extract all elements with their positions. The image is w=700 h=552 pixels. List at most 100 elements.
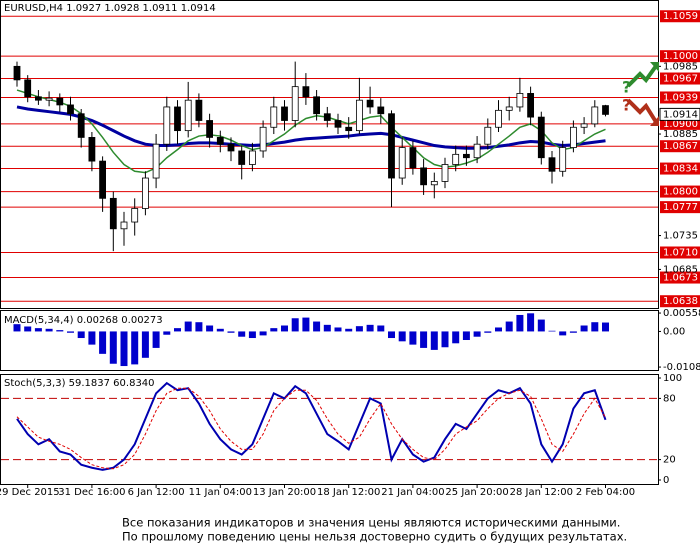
stoch-title: Stoch(5,3,3) 59.1837 60.8340 xyxy=(4,378,155,389)
candle-body xyxy=(120,221,128,230)
candle-body xyxy=(484,126,492,145)
arrow-head xyxy=(650,116,659,126)
level-label: 1.0939 xyxy=(663,92,698,103)
candle-body xyxy=(462,153,470,159)
candle-body xyxy=(355,99,363,132)
stoch-panel xyxy=(0,374,659,485)
macd-bar xyxy=(495,327,502,332)
candle-body xyxy=(548,157,556,172)
macd-bar xyxy=(345,328,353,332)
level-label-box xyxy=(660,50,700,63)
macd-bar xyxy=(206,325,214,332)
level-label-box xyxy=(660,72,700,85)
macd-bar xyxy=(569,331,577,333)
candle-body xyxy=(313,96,321,115)
level-label: 1.0777 xyxy=(663,202,698,213)
candle-body xyxy=(473,143,481,159)
macd-bar xyxy=(88,331,96,345)
candle-body xyxy=(602,105,609,115)
price-label: 1.0914 xyxy=(663,109,698,120)
candle-body xyxy=(24,79,32,98)
candle-body xyxy=(56,97,64,106)
candle-body xyxy=(537,116,545,159)
price-label-box xyxy=(659,107,700,121)
level-label-box xyxy=(660,295,700,308)
macd-bar xyxy=(377,325,385,332)
arrow-down xyxy=(626,98,658,124)
level-label-box xyxy=(660,201,700,214)
level-label-box xyxy=(660,246,700,259)
macd-bar xyxy=(323,324,331,332)
chart-title: EURUSD,H4 1.0927 1.0928 1.0911 1.0914 xyxy=(4,3,216,14)
macd-bar xyxy=(291,318,299,332)
macd-bar xyxy=(591,322,599,332)
candle-body xyxy=(430,181,438,186)
level-label: 1.0710 xyxy=(663,247,698,258)
candle-body xyxy=(184,99,192,132)
candle-body xyxy=(409,147,417,169)
macd-bar xyxy=(473,331,481,337)
macd-bar xyxy=(195,322,203,332)
macd-bar xyxy=(248,331,256,339)
macd-bar xyxy=(238,331,246,337)
x-tick-label: 31 Dec 16:00 xyxy=(58,487,125,498)
level-label: 1.0638 xyxy=(663,296,698,307)
candle-body xyxy=(452,153,460,165)
y-tick-label: 20 xyxy=(663,455,676,466)
signal-up: ? xyxy=(622,62,659,97)
macd-bar xyxy=(580,325,588,332)
macd-bar xyxy=(45,328,53,332)
macd-bar xyxy=(184,321,192,332)
macd-bar xyxy=(366,324,374,332)
macd-bar xyxy=(559,331,567,336)
macd-bar xyxy=(109,331,117,364)
macd-bar xyxy=(24,326,32,332)
candle-body xyxy=(77,113,85,138)
x-tick-label: 21 Jan 04:00 xyxy=(381,487,444,498)
macd-bar xyxy=(452,331,460,344)
candle-body xyxy=(238,150,246,165)
signal-question: ? xyxy=(622,96,631,115)
y-tick-label: 1.0685 xyxy=(663,264,698,275)
macd-bar xyxy=(420,331,428,348)
macd-title: MACD(5,34,4) 0.00268 0.00273 xyxy=(4,315,163,326)
signal-down: ? xyxy=(622,96,659,126)
macd-bar xyxy=(281,325,288,332)
candle-body xyxy=(152,143,160,179)
candle-body xyxy=(516,93,524,108)
candle-body xyxy=(45,97,53,101)
macd-bar xyxy=(505,321,513,332)
level-label: 1.0900 xyxy=(663,119,698,130)
macd-bar xyxy=(430,331,438,350)
y-tick-label: 1.0735 xyxy=(663,231,698,242)
level-label: 1.0800 xyxy=(663,187,698,198)
candle-body xyxy=(420,167,428,186)
macd-bar xyxy=(152,331,160,348)
arrow-up xyxy=(626,64,658,88)
level-label: 1.0673 xyxy=(663,273,698,284)
stoch-line xyxy=(16,381,607,471)
candle-body xyxy=(131,208,139,223)
y-tick-label: 1.0985 xyxy=(663,61,698,72)
candle-body xyxy=(441,164,449,182)
x-tick-label: 29 Dec 2015 xyxy=(0,487,60,498)
level-label-box xyxy=(660,162,700,175)
x-tick-label: 13 Jan 20:00 xyxy=(253,487,316,498)
level-label: 1.0834 xyxy=(663,164,698,175)
candle-body xyxy=(67,104,74,115)
level-label: 1.1059 xyxy=(663,11,698,22)
candle-body xyxy=(345,126,353,132)
macd-bar xyxy=(388,331,395,339)
candle-body xyxy=(377,106,385,115)
candle-body xyxy=(570,126,577,148)
macd-bar xyxy=(313,321,321,332)
macd-bar xyxy=(259,331,267,336)
candle-body xyxy=(13,65,21,81)
candle-body xyxy=(141,177,149,209)
x-tick-label: 25 Jan 20:00 xyxy=(445,487,508,498)
moving-average xyxy=(16,89,606,174)
macd-bar xyxy=(120,331,128,367)
x-tick-label: 18 Jan 12:00 xyxy=(317,487,380,498)
